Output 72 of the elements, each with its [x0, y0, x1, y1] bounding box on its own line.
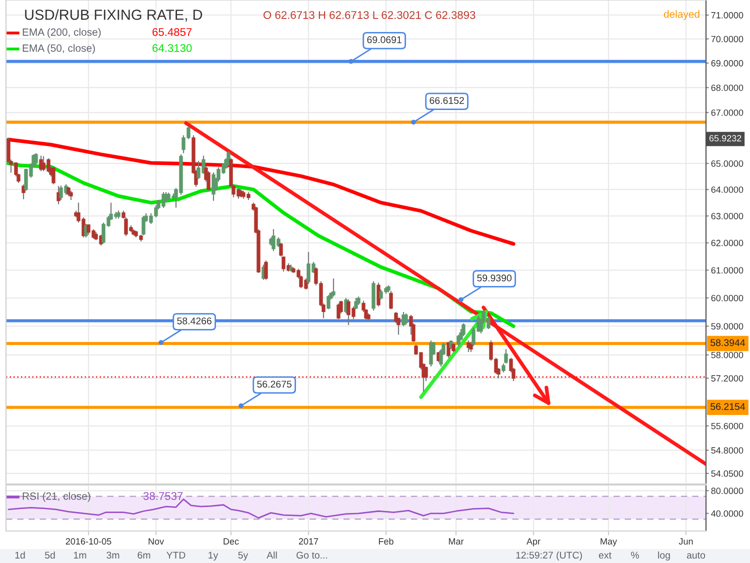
annotation: 69.0691 [367, 36, 402, 44]
y-tick-label: 61.0000 [711, 267, 744, 274]
y-tick-label: 67.0000 [711, 109, 744, 116]
y-tick-label: 71.0000 [711, 12, 744, 18]
candlestick [264, 260, 268, 280]
annotation: 58.4266 [177, 317, 212, 324]
y-tick-label: 54.8000 [711, 447, 744, 454]
x-tick-label: Mar [448, 538, 464, 545]
annotation: 66.6152 [430, 97, 464, 104]
annotation: 64.3130 [152, 44, 192, 52]
x-tick-label: Feb [378, 538, 394, 545]
annotation: 59.9390 [477, 274, 512, 282]
text: 5d [44, 551, 55, 559]
candlestick [462, 322, 466, 337]
text: ext [598, 552, 612, 559]
ref-line-label: 56.2154 [710, 403, 746, 410]
y-tick-label: 57.2000 [711, 375, 744, 382]
candlestick [34, 152, 38, 166]
y-tick-label: 55.6000 [711, 422, 744, 430]
x-tick-label: Jun [678, 538, 693, 545]
x-tick-label: 2016-10-05 [66, 538, 112, 545]
y-tick-label: 59.0000 [711, 323, 744, 330]
y-tick-label: 54.0500 [711, 470, 744, 477]
candlestick [69, 190, 73, 201]
line-series [6, 138, 516, 246]
candlestick [66, 186, 70, 197]
text: log [658, 551, 670, 561]
y-tick-label: 60.0000 [711, 294, 744, 302]
x-tick-label: May [600, 538, 618, 546]
text: 1y [208, 552, 218, 561]
text: 1d [15, 551, 25, 559]
text: All [266, 551, 277, 559]
y-tick-label: 70.0000 [711, 36, 744, 42]
text: YTD [166, 552, 186, 559]
y-tick-label: 64.0000 [711, 186, 744, 193]
text: 65.9232 [709, 135, 742, 142]
text: 1m [74, 552, 86, 559]
x-tick-label: Apr [526, 538, 540, 546]
annotation: O 62.6713 H 62.6713 L 62.3021 C 62.3893 [264, 11, 476, 19]
text: 12:59:27 (UTC) [516, 551, 582, 561]
candlestick [376, 282, 380, 307]
y-tick-label: 65.0000 [711, 160, 744, 167]
legend-label: EMA (50, close) [22, 44, 95, 54]
annotation: delayed [664, 10, 700, 20]
y-tick-label: 62.0000 [711, 240, 744, 246]
annotation: 65.4857 [152, 28, 192, 36]
text: 6m [138, 552, 150, 559]
ref-line-label: 58.3944 [710, 339, 746, 346]
text: % [631, 552, 639, 559]
x-tick-label: Nov [148, 538, 164, 545]
text: USD/RUB FIXING RATE, D [25, 9, 202, 22]
legend-label: EMA (200, close) [22, 28, 101, 38]
y-tick-label: 58.0000 [711, 352, 744, 358]
legend-label: RSI (21, close) [22, 492, 90, 502]
candlestick [52, 165, 56, 185]
y-tick-label: 69.0000 [711, 60, 744, 66]
y-tick-label: 40.0000 [711, 510, 744, 517]
annotation: 38.7537 [143, 492, 183, 500]
candlestick [326, 294, 330, 310]
text: Go to... [296, 552, 328, 559]
y-tick-label: 68.0000 [711, 84, 744, 91]
x-tick-label: Dec [224, 538, 239, 545]
candlestick [332, 278, 336, 298]
text: auto [686, 552, 706, 559]
y-tick-label: 80.0000 [711, 488, 744, 494]
candlestick [504, 348, 508, 364]
y-tick-label: 63.0000 [711, 212, 744, 220]
candlestick [404, 312, 408, 326]
text: 3m [106, 552, 120, 559]
text: 5y [238, 552, 248, 561]
annotation: 56.2675 [257, 380, 292, 388]
x-tick-label: 2017 [298, 538, 318, 545]
